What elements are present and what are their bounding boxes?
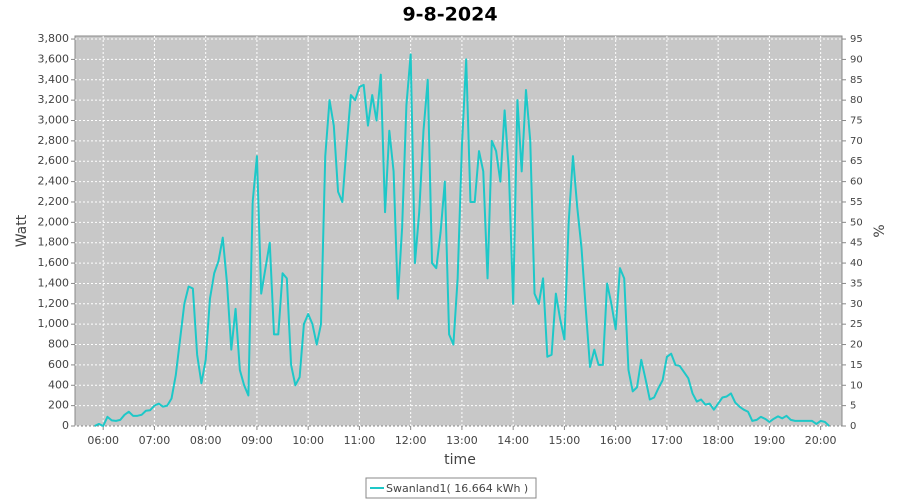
y-tick-label: 0 <box>62 419 69 432</box>
data-line <box>94 53 830 427</box>
y-tick-label: 2,800 <box>38 134 70 147</box>
x-tick-label: 11:00 <box>344 434 376 447</box>
y2-tick-label: 30 <box>850 299 863 310</box>
y2-tick-label: 20 <box>850 340 863 351</box>
x-tick-label: 12:00 <box>395 434 427 447</box>
y-tick-label: 600 <box>48 358 69 371</box>
x-tick-label: 06:00 <box>87 434 119 447</box>
y-tick-label: 2,600 <box>38 154 70 167</box>
y-tick-label: 3,400 <box>38 73 70 86</box>
y2-tick-label: 85 <box>850 75 863 86</box>
x-axis-label: time <box>444 452 476 468</box>
y2-tick-label: 45 <box>850 238 863 249</box>
y2-tick-label: 55 <box>850 197 863 208</box>
y-tick-label: 1,600 <box>38 256 70 269</box>
y2-tick-label: 5 <box>850 401 856 412</box>
y2-tick-label: 40 <box>850 258 863 269</box>
x-tick-label: 15:00 <box>549 434 581 447</box>
y-tick-label: 1,800 <box>38 236 70 249</box>
y-tick-label: 800 <box>48 338 69 351</box>
y2-tick-label: 35 <box>850 278 863 289</box>
legend <box>365 477 537 499</box>
y-axis-label: Watt <box>14 214 30 247</box>
x-tick-label: 14:00 <box>497 434 529 447</box>
y-tick-label: 3,600 <box>38 52 70 65</box>
y2-tick-label: 0 <box>850 421 856 432</box>
y-tick-label: 2,400 <box>38 175 70 188</box>
y-tick-label: 1,200 <box>38 297 70 310</box>
y-tick-label: 1,400 <box>38 276 70 289</box>
y2-tick-label: 60 <box>850 177 863 188</box>
x-tick-label: 19:00 <box>754 434 786 447</box>
x-tick-label: 18:00 <box>702 434 734 447</box>
y2-tick-label: 50 <box>850 217 863 228</box>
y-tick-label: 2,200 <box>38 195 70 208</box>
y2-tick-label: 80 <box>850 95 863 106</box>
x-tick-label: 20:00 <box>805 434 837 447</box>
x-tick-label: 07:00 <box>139 434 171 447</box>
y2-tick-label: 95 <box>850 34 863 45</box>
y-tick-label: 2,000 <box>38 215 70 228</box>
y2-tick-label: 15 <box>850 360 863 371</box>
y2-tick-label: 90 <box>850 54 863 65</box>
x-tick-label: 16:00 <box>600 434 632 447</box>
legend-label: Swanland1( 16.664 kWh ) <box>386 482 528 495</box>
y-tick-label: 3,800 <box>38 32 70 45</box>
x-tick-label: 10:00 <box>292 434 324 447</box>
y-tick-label: 400 <box>48 378 69 391</box>
x-tick-label: 17:00 <box>651 434 683 447</box>
x-tick-label: 13:00 <box>446 434 478 447</box>
y2-tick-label: 65 <box>850 156 863 167</box>
x-tick-label: 09:00 <box>241 434 273 447</box>
y2-tick-label: 10 <box>850 380 863 391</box>
y2-tick-label: 75 <box>850 116 863 127</box>
chart-title: 9-8-2024 <box>402 4 497 26</box>
y2-axis-label: % <box>872 224 888 237</box>
y2-tick-label: 70 <box>850 136 863 147</box>
y-tick-label: 1,000 <box>38 317 70 330</box>
y-tick-label: 200 <box>48 399 69 412</box>
y-tick-label: 3,200 <box>38 93 70 106</box>
x-tick-label: 08:00 <box>190 434 222 447</box>
y-tick-label: 3,000 <box>38 114 70 127</box>
y2-tick-label: 25 <box>850 319 863 330</box>
